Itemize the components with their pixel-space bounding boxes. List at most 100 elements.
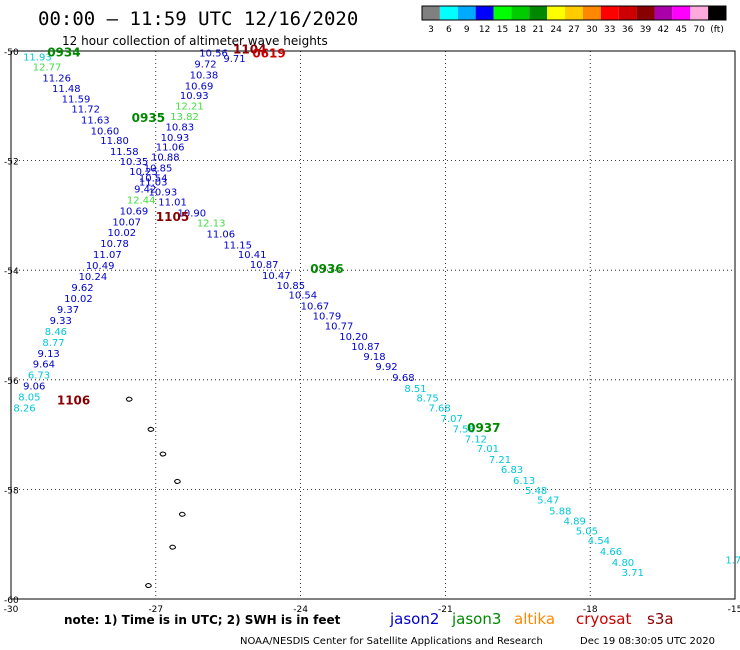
wave-height-value: 7.56 (453, 424, 475, 435)
wave-height-value: 6.83 (501, 465, 523, 476)
legend-s3a: s3a (647, 610, 674, 628)
colorbar-label: 36 (622, 25, 634, 35)
wave-height-value: 5.05 (576, 526, 598, 537)
pass-time-label: 0934 (47, 45, 80, 59)
colorbar-label: 45 (676, 25, 687, 35)
colorbar-swatch (493, 6, 512, 20)
colorbar-label: 70 (693, 25, 705, 35)
wave-height-value: 10.35 (120, 157, 149, 168)
wave-height-value: 12.13 (197, 218, 226, 229)
wave-height-value: 11.06 (156, 143, 185, 154)
latitude-tick-label: -56 (4, 377, 19, 387)
colorbar-label: 33 (604, 25, 615, 35)
colorbar-swatch (600, 6, 619, 20)
footer-note: note: 1) Time is in UTC; 2) SWH is in fe… (64, 613, 341, 627)
wave-height-value: 8.51 (404, 384, 426, 395)
latitude-tick-label: -50 (4, 48, 19, 58)
wave-height-value: 4.54 (588, 536, 610, 547)
wave-height-value: 11.93 (23, 52, 52, 63)
colorbar-label: 18 (515, 25, 527, 35)
graticule-grid (10, 50, 736, 600)
wave-height-value: 10.67 (301, 302, 330, 313)
wave-height-value: 10.77 (325, 321, 354, 332)
wave-height-value: 10.20 (339, 332, 368, 343)
wave-height-value: 10.90 (178, 208, 207, 219)
wave-height-value: 10.54 (289, 291, 318, 302)
pass-time-label: 1105 (156, 210, 189, 224)
wave-height-value: 8.05 (18, 393, 40, 404)
wave-height-value: 10.47 (262, 271, 291, 282)
wave-height-value: 9.18 (363, 352, 385, 363)
latitude-tick-label: -58 (4, 486, 19, 496)
wave-height-value: 7.21 (489, 455, 511, 466)
latitude-tick-label: -52 (4, 158, 19, 168)
wave-height-value: 5.88 (549, 507, 571, 518)
colorbar-label: 15 (497, 25, 508, 35)
island-outlines (125, 396, 186, 589)
wave-height-value: 11.01 (158, 198, 187, 209)
colorbar-swatch (475, 6, 494, 20)
wave-height-value: 9.37 (57, 305, 79, 316)
wave-height-value: 11.48 (52, 84, 81, 95)
legend-cryosat: cryosat (576, 610, 631, 628)
wave-height-value: 9.68 (392, 373, 414, 384)
wave-height-value: 9.64 (33, 360, 55, 371)
wave-height-value: 11.58 (110, 147, 139, 158)
wave-height-value: 10.02 (64, 294, 93, 305)
wave-height-value: 12.44 (127, 195, 156, 206)
wave-height-value: 6.73 (28, 371, 50, 382)
latitude-tick-label: -60 (4, 596, 19, 606)
wave-height-value: 10.87 (351, 342, 380, 353)
wave-height-value: 4.66 (600, 547, 622, 558)
colorbar-label: 21 (533, 25, 544, 35)
wave-height-value: 8.26 (13, 404, 35, 415)
colorbar-swatch (636, 6, 655, 20)
pass-time-label: 0937 (467, 421, 500, 435)
wave-height-value: 11.72 (71, 104, 100, 115)
footer-timestamp: Dec 19 08:30:05 UTC 2020 (580, 636, 715, 647)
wave-height-value: 10.87 (250, 260, 279, 271)
wave-height-value: 7.68 (429, 404, 451, 415)
colorbar-label: 39 (640, 25, 652, 35)
legend-jason2: jason2 (389, 610, 439, 628)
wave-height-value: 10.88 (151, 153, 180, 164)
wave-height-value: 12.21 (175, 102, 204, 113)
wave-height-value: 4.80 (612, 558, 634, 569)
island-outline (173, 478, 181, 484)
longitude-tick-label: -27 (148, 605, 163, 615)
island-outline (169, 544, 176, 550)
plot-frame (10, 50, 736, 600)
colorbar-swatch (529, 6, 548, 20)
island-outline (159, 451, 167, 457)
footer-credit: NOAA/NESDIS Center for Satellite Applica… (240, 636, 543, 647)
altimeter-tracks: 11.9312.7711.2611.4811.5911.7211.6310.60… (13, 48, 643, 579)
wave-height-value: 10.93 (149, 188, 178, 199)
wave-height-value: 10.25 (129, 167, 158, 178)
wave-height-value: 10.69 (185, 81, 214, 92)
colorbar-label: 3 (428, 25, 434, 35)
wave-height-value: 13.82 (170, 112, 199, 123)
colorbar-swatch (457, 6, 476, 20)
wave-height-value: 11.63 (81, 115, 110, 126)
island-outline (125, 396, 133, 402)
wave-height-value: 8.75 (416, 394, 438, 405)
wave-height-value: 10.41 (238, 250, 267, 261)
wave-height-value: 10.38 (190, 70, 219, 81)
wave-height-value: 11.26 (42, 74, 71, 85)
colorbar-swatch (547, 6, 566, 20)
wave-height-value: 10.69 (120, 206, 149, 217)
wave-height-value: 8.77 (42, 338, 64, 349)
colorbar-swatch (654, 6, 673, 20)
wave-height-value: 10.60 (91, 126, 120, 137)
legend-jason3: jason3 (451, 610, 501, 628)
wave-height-value: 11.80 (100, 136, 129, 147)
colorbar-swatch (565, 6, 583, 20)
wave-height-value: 9.42 (134, 184, 156, 195)
colorbar-swatch (511, 6, 530, 20)
wave-height-value: 9.72 (194, 59, 216, 70)
wave-height-value: 10.02 (108, 228, 137, 239)
longitude-tick-label: -24 (293, 605, 308, 615)
longitude-tick-label: -30 (4, 605, 19, 615)
